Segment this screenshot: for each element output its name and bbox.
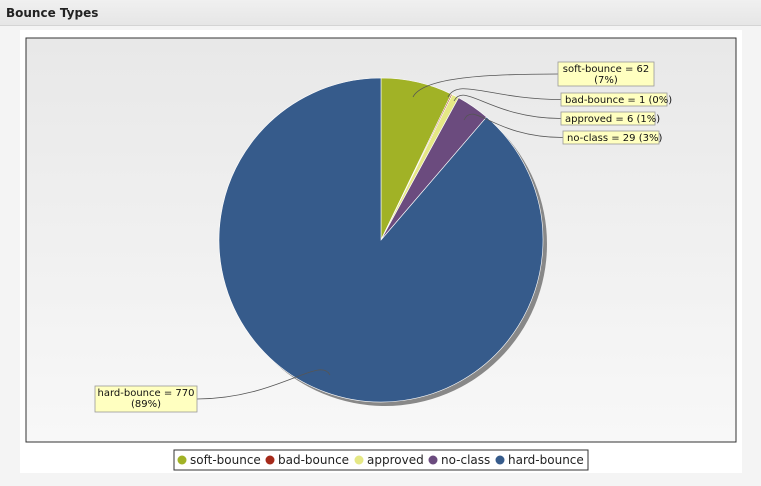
slice-label-box — [562, 130, 660, 145]
panel-title: Bounce Types — [6, 6, 99, 20]
legend-item-no-class[interactable]: no-class — [428, 453, 491, 467]
slice-label-hard-bounce: hard-bounce = 770(89%) — [94, 385, 198, 413]
legend-item-hard-bounce[interactable]: hard-bounce — [495, 453, 584, 467]
legend-marker — [495, 455, 505, 465]
legend-label: no-class — [441, 453, 490, 467]
slice-label-box — [560, 92, 668, 107]
label-connector-approved — [453, 94, 562, 119]
legend-marker — [428, 455, 438, 465]
chart-area: soft-bounce = 62 (7%) bad-bounce = 1 (0%) a… — [20, 30, 742, 473]
legend-label: soft-bounce — [190, 453, 261, 467]
slice-label-text: no-class = 29 (3%) — [567, 133, 662, 144]
legend-label: bad-bounce — [278, 453, 349, 467]
slice-label-text: approved = 6 (1%) — [565, 114, 660, 125]
legend-label: hard-bounce — [508, 453, 584, 467]
label-connector-no-class — [463, 113, 564, 138]
legend-marker — [177, 455, 187, 465]
slice-label-text: bad-bounce = 1 (0%) — [565, 95, 672, 106]
legend-item-bad-bounce[interactable]: bad-bounce — [265, 453, 350, 467]
slice-label-bad-bounce: bad-bounce = 1 (0%) — [560, 92, 672, 107]
legend-marker — [354, 455, 364, 465]
panel-header: Bounce Types — [0, 0, 761, 26]
slice-label-text: hard-bounce = 770 — [98, 388, 195, 399]
slice-label-percent: (7%) — [594, 75, 618, 86]
legend-marker — [265, 455, 275, 465]
slice-label-approved: approved = 6 (1%) — [560, 111, 660, 126]
legend-item-soft-bounce[interactable]: soft-bounce — [177, 453, 261, 467]
label-connector-bad-bounce — [447, 88, 562, 100]
slice-label-percent: (89%) — [131, 399, 161, 410]
pie-slice-hard-bounce[interactable] — [218, 77, 544, 403]
legend-item-approved[interactable]: approved — [354, 453, 424, 467]
slice-label-soft-bounce: soft-bounce = 62(7%) — [557, 61, 655, 87]
chart-legend: soft-bounce bad-bounce approved no-class har… — [173, 449, 589, 471]
slice-label-text: soft-bounce = 62 — [563, 64, 649, 75]
legend-label: approved — [367, 453, 424, 467]
legend-box — [173, 449, 589, 471]
slice-label-no-class: no-class = 29 (3%) — [562, 130, 662, 145]
label-connector-soft-bounce — [412, 73, 559, 98]
slice-label-box — [557, 61, 655, 87]
slice-label-box — [560, 111, 656, 126]
label-connector-hard-bounce — [196, 369, 331, 400]
pie-chart: soft-bounce = 62(7%) bad-bounce = 1 (0%) a… — [25, 37, 737, 471]
slice-label-box — [94, 385, 198, 413]
